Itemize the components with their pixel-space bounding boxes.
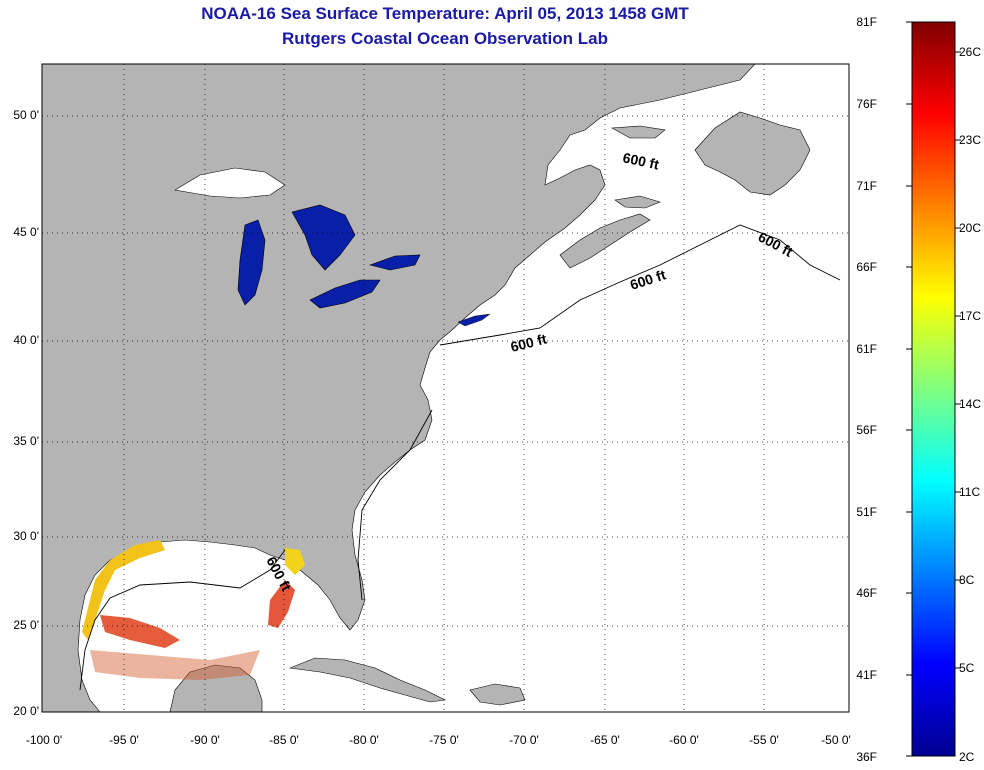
colorbar-c-label: 20C xyxy=(959,221,982,235)
gulf-sst-warm-west xyxy=(100,615,180,648)
graticule xyxy=(42,64,849,712)
lon-label: -65 0' xyxy=(590,733,620,747)
lon-label: -75 0' xyxy=(429,733,459,747)
colorbar-c-label: 8C xyxy=(959,573,975,587)
chart-title: NOAA-16 Sea Surface Temperature: April 0… xyxy=(201,4,689,23)
lon-label: -100 0' xyxy=(25,733,63,747)
long-island-sound-sst xyxy=(457,313,491,327)
colorbar-c-label: 14C xyxy=(959,397,982,411)
lon-label: -70 0' xyxy=(509,733,539,747)
lat-label: 20 0' xyxy=(13,704,39,718)
gulf-sst-yellow-fl xyxy=(285,548,305,575)
gulf-sst-speckle xyxy=(90,650,260,680)
land-newfoundland xyxy=(694,111,811,196)
isobath-600ft-se xyxy=(357,409,433,601)
isobath-600ft xyxy=(439,224,841,346)
gulf-sst-cool-band xyxy=(82,540,165,640)
colorbar-c-label: 17C xyxy=(959,309,982,323)
colorbar xyxy=(911,21,956,757)
colorbar-f-label: 41F xyxy=(856,668,877,682)
lake-erie xyxy=(309,279,381,309)
land-yucatan xyxy=(169,664,263,712)
lake-michigan xyxy=(237,219,266,306)
isobath-600ft-gulf xyxy=(79,549,286,691)
colorbar-f-label: 71F xyxy=(856,179,877,193)
lake-huron xyxy=(291,204,356,271)
colorbar-c-label: 5C xyxy=(959,661,975,675)
lat-label: 45 0' xyxy=(13,225,39,239)
colorbar-c-label: 26C xyxy=(959,45,982,59)
land-north-america xyxy=(42,64,756,712)
lat-label: 50 0' xyxy=(13,108,39,122)
colorbar-c-label: 2C xyxy=(959,750,975,764)
land-hispaniola xyxy=(469,683,526,706)
lake-superior xyxy=(174,167,286,199)
colorbar-c-label: 11C xyxy=(959,485,981,499)
lon-label: -50 0' xyxy=(821,733,851,747)
colorbar-f-label: 66F xyxy=(856,260,877,274)
lon-label: -80 0' xyxy=(349,733,379,747)
lon-label: -85 0' xyxy=(269,733,299,747)
contour-label: 600 ft xyxy=(621,149,660,172)
gulf-sst-warm-loop xyxy=(268,580,295,628)
colorbar-f-label: 61F xyxy=(856,342,877,356)
lake-ontario xyxy=(368,254,421,271)
colorbar-c-label: 23C xyxy=(959,133,982,147)
lat-label: 25 0' xyxy=(13,618,39,632)
lon-label: -55 0' xyxy=(749,733,779,747)
lon-label: -60 0' xyxy=(669,733,699,747)
lat-label: 30 0' xyxy=(13,529,39,543)
chart-subtitle: Rutgers Coastal Ocean Observation Lab xyxy=(282,29,608,48)
colorbar-f-label: 46F xyxy=(856,586,877,600)
lon-label: -95 0' xyxy=(109,733,139,747)
land-cuba xyxy=(288,657,447,703)
lat-label: 35 0' xyxy=(13,434,39,448)
colorbar-f-label: 51F xyxy=(856,505,877,519)
lon-label: -90 0' xyxy=(190,733,220,747)
land-islands-gulf xyxy=(610,125,666,139)
colorbar-f-label: 56F xyxy=(856,423,877,437)
colorbar-f-label: 36F xyxy=(856,750,877,764)
colorbar-f-label: 76F xyxy=(856,97,877,111)
lat-label: 40 0' xyxy=(13,333,39,347)
colorbar-f-label: 81F xyxy=(856,15,877,29)
land-pei xyxy=(614,195,661,209)
land-nova-scotia xyxy=(559,213,651,269)
